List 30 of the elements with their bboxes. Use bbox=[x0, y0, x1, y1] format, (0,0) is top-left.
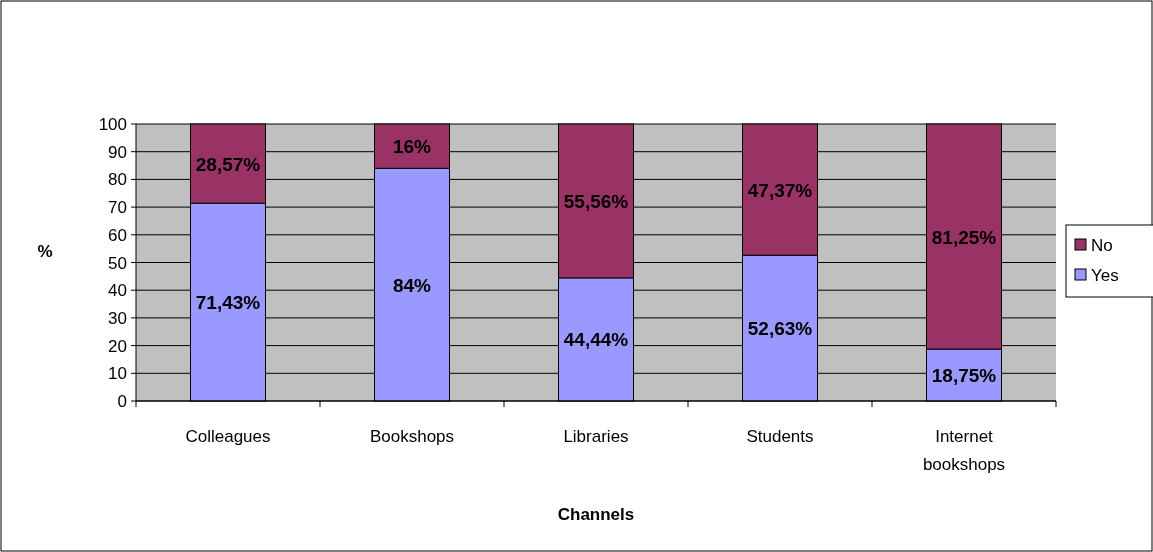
y-tick-label: 10 bbox=[108, 364, 127, 384]
y-tick-label: 40 bbox=[108, 281, 127, 301]
y-tick-label: 0 bbox=[117, 392, 127, 411]
y-tick-label: 60 bbox=[108, 225, 127, 245]
y-tick-label: 80 bbox=[108, 170, 127, 190]
data-label: 81,25% bbox=[931, 226, 997, 248]
data-label: 44,44% bbox=[563, 329, 629, 351]
y-tick-label: 90 bbox=[108, 142, 127, 162]
data-label: 16% bbox=[392, 136, 432, 158]
legend-label: No bbox=[1091, 236, 1113, 255]
x-tick-label: Students bbox=[746, 427, 814, 446]
data-label: 84% bbox=[392, 274, 432, 296]
y-tick-label: 30 bbox=[108, 308, 127, 328]
y-axis-title: % bbox=[37, 242, 53, 261]
y-tick-label: 50 bbox=[108, 253, 127, 273]
x-tick-label: Colleagues bbox=[185, 427, 271, 446]
data-label: 28,57% bbox=[195, 153, 261, 175]
data-label: 55,56% bbox=[563, 190, 629, 212]
x-tick-label: Bookshops bbox=[369, 427, 455, 446]
y-tick-label: 20 bbox=[108, 336, 127, 356]
x-axis-title: Channels bbox=[557, 505, 635, 524]
y-tick-label: 70 bbox=[108, 198, 127, 218]
x-tick-label: Libraries bbox=[563, 427, 629, 446]
data-label: 47,37% bbox=[747, 179, 813, 201]
y-tick-label: 100 bbox=[98, 115, 127, 134]
data-label: 18,75% bbox=[931, 365, 997, 387]
data-label: 71,43% bbox=[195, 292, 261, 314]
data-label: 52,63% bbox=[747, 318, 813, 340]
legend-label: Yes bbox=[1091, 266, 1119, 285]
x-tick-label: Internet bookshops bbox=[922, 427, 1006, 474]
